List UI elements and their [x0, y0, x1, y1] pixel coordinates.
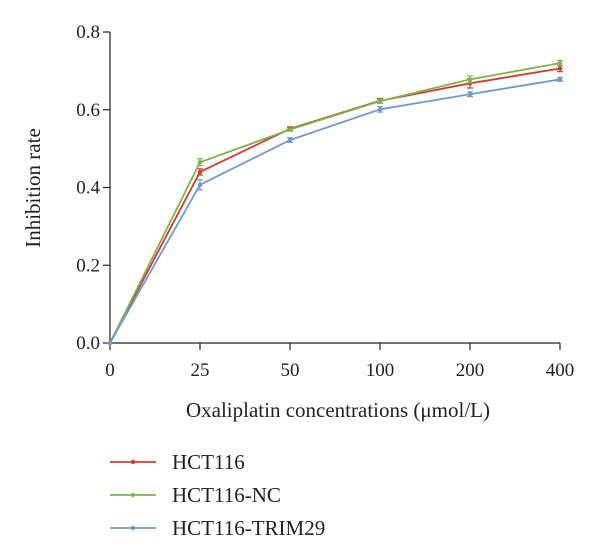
legend-label: HCT116-TRIM29 [172, 516, 325, 540]
data-point [377, 107, 383, 112]
series-hct116-nc [107, 59, 563, 346]
data-point [287, 127, 293, 132]
y-tick-label: 0.8 [76, 22, 100, 43]
legend-label: HCT116 [172, 450, 245, 474]
data-point [557, 66, 563, 71]
data-point [197, 160, 203, 165]
y-tick-label: 0.6 [76, 100, 100, 121]
legend-swatch-marker [130, 492, 136, 498]
data-point [467, 92, 473, 97]
legend-swatch-marker [130, 459, 136, 465]
legend-item: HCT116 [110, 450, 245, 474]
data-point [557, 60, 563, 66]
series-hct116 [107, 64, 563, 346]
y-axis-title: Inhibition rate [21, 128, 45, 248]
axes [109, 32, 560, 344]
x-tick-label: 25 [191, 360, 210, 381]
data-point [197, 182, 203, 187]
x-axis-title: Oxaliplatin concentrations (μmol/L) [186, 398, 490, 422]
series-layer [107, 59, 563, 346]
series-hct116-trim29 [107, 76, 563, 346]
data-point [467, 77, 473, 82]
data-point [197, 169, 203, 175]
legend-item: HCT116-NC [110, 483, 281, 507]
legend-item: HCT116-TRIM29 [110, 516, 325, 540]
x-ticks: 0 25 50 100 200 400 [105, 343, 574, 381]
y-ticks: 0.0 0.2 0.4 0.6 0.8 [76, 22, 110, 354]
y-tick-label: 0.2 [76, 255, 100, 276]
y-tick-label: 0.0 [76, 333, 100, 354]
series-line [109, 62, 561, 344]
data-point [107, 340, 113, 346]
x-tick-label: 200 [456, 360, 485, 381]
x-tick-label: 0 [105, 360, 115, 381]
x-tick-label: 100 [366, 360, 395, 381]
series-line [109, 78, 561, 344]
legend-swatch-marker [130, 525, 136, 531]
y-tick-label: 0.4 [76, 178, 100, 199]
data-point [287, 137, 293, 143]
data-point [557, 77, 563, 82]
data-point [377, 98, 383, 104]
x-tick-label: 400 [546, 360, 575, 381]
legend-label: HCT116-NC [172, 483, 281, 507]
x-tick-label: 50 [281, 360, 300, 381]
legend: HCT116 HCT116-NC HCT116-TRIM29 [110, 450, 325, 540]
